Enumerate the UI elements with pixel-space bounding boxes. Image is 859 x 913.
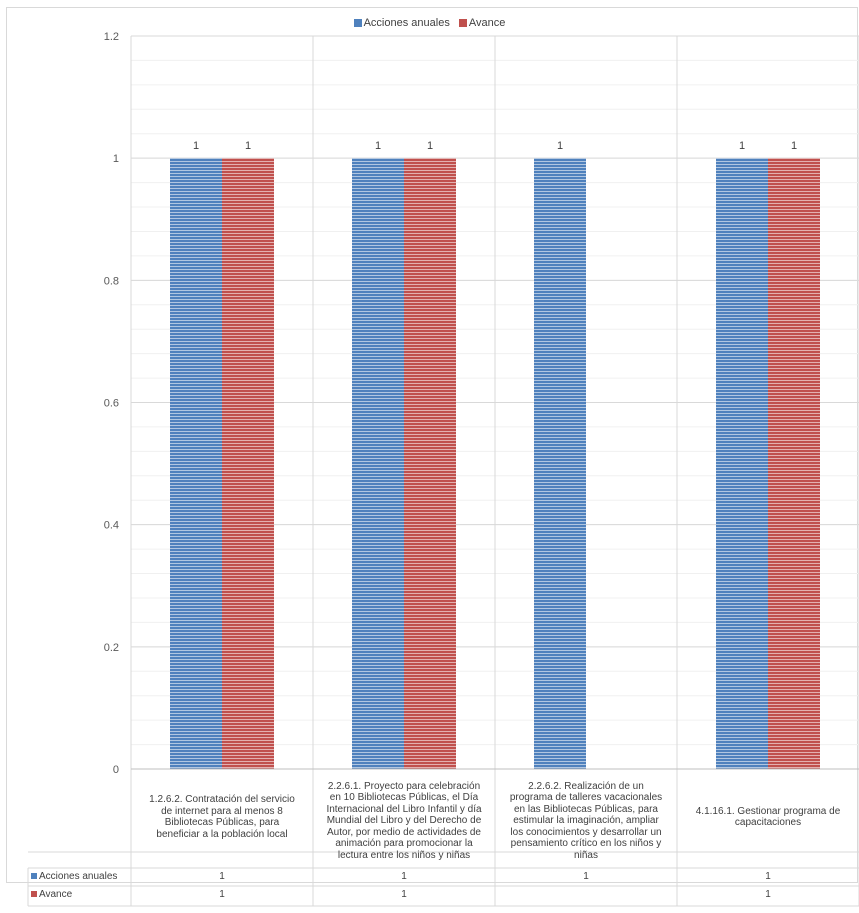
chart-frame — [6, 7, 858, 883]
data-label: 1 — [375, 140, 381, 152]
bar-acciones-anuales — [716, 158, 768, 769]
table-cell: 1 — [219, 871, 225, 882]
table-cell: 1 — [583, 871, 589, 882]
table-cell: 1 — [765, 871, 771, 882]
table-cell: 1 — [401, 871, 407, 882]
x-tick-label-line: Mundial del Libro y del Derecho de — [326, 815, 482, 827]
x-tick-label-line: Bibliotecas Públicas, para — [164, 817, 280, 828]
y-tick-label: 1 — [113, 153, 119, 165]
x-tick-label-line: lectura entre los niños y niñas — [337, 849, 471, 861]
bar-avance — [768, 158, 820, 769]
y-tick-label: 0.2 — [104, 642, 119, 654]
table-cell: 1 — [765, 889, 771, 900]
legend-item-acciones-anuales: Acciones anuales — [353, 17, 450, 29]
bar-acciones-anuales — [170, 158, 222, 769]
x-tick-label-line: niñas — [574, 849, 598, 861]
x-tick-label-line: 2.2.6.2. Realización de un — [528, 780, 644, 792]
y-tick-label: 0.8 — [104, 275, 119, 287]
y-tick-label: 0.6 — [104, 398, 119, 410]
table-row-header: Avance — [29, 886, 72, 903]
legend-label-avance: Avance — [468, 17, 506, 29]
x-tick-label-line: 2.2.6.1. Proyecto para celebración — [327, 780, 481, 792]
data-label: 1 — [427, 140, 433, 152]
table-row-label: Avance — [39, 889, 73, 900]
legend-item-avance: Avance — [458, 17, 506, 29]
x-tick-label-line: en 10 Bibliotecas Públicas, el Día — [329, 792, 479, 804]
x-tick-label-line: programa de talleres vacacionales — [509, 792, 663, 804]
x-tick-label-line: beneficiar a la población local — [156, 828, 288, 840]
legend-swatch-acciones-anuales — [353, 19, 362, 27]
table-cell: 1 — [401, 889, 407, 900]
bar-avance — [222, 158, 274, 769]
table-legend-key — [31, 873, 37, 879]
legend-swatch-avance — [458, 19, 467, 27]
data-label: 1 — [193, 140, 199, 152]
x-tick-label: 4.1.16.1. Gestionar programa de capacitac… — [679, 806, 857, 829]
x-tick-label: 2.2.6.1. Proyecto para celebración en 10 … — [315, 781, 493, 862]
x-tick-label-line: en las Bibliotecas Públicas, para — [514, 803, 658, 815]
x-tick-label-line: capacitaciones — [734, 817, 802, 828]
x-tick-label-line: Autor, por medio de actividades de — [327, 826, 481, 838]
data-label: 1 — [557, 140, 563, 152]
x-tick-label-line: Internacional del Libro Infantil y día — [326, 803, 482, 815]
data-label: 1 — [791, 140, 797, 152]
table-row-label: Acciones anuales — [39, 871, 118, 882]
legend-label-acciones-anuales: Acciones anuales — [363, 17, 450, 29]
x-tick-label-line: 1.2.6.2. Contratación del servicio — [149, 794, 295, 805]
x-tick-label: 2.2.6.2. Realización de un programa de ta… — [497, 781, 675, 862]
x-tick-label-line: estimular la imaginación, ampliar — [513, 815, 659, 827]
data-label: 1 — [739, 140, 745, 152]
x-tick-label-line: animación para promocionar la — [335, 838, 473, 850]
x-tick-label-line: los conocimientos y desarrollar un — [510, 826, 662, 838]
y-tick-label: 1.2 — [104, 31, 119, 43]
table-cell: 1 — [219, 889, 225, 900]
bar-avance — [404, 158, 456, 769]
x-tick-label-line: de internet para al menos 8 — [161, 805, 283, 817]
y-tick-label: 0 — [113, 764, 119, 776]
x-tick-label: 1.2.6.2. Contratación del servicio de int… — [133, 794, 311, 840]
bar-acciones-anuales — [534, 158, 586, 769]
chart-legend: Acciones anuales Avance — [0, 17, 859, 29]
table-row-header: Acciones anuales — [29, 868, 117, 885]
table-legend-key — [31, 891, 37, 897]
x-tick-label-line: pensamiento crítico en los niños y — [510, 838, 662, 850]
bar-acciones-anuales — [352, 158, 404, 769]
x-tick-label-line: 4.1.16.1. Gestionar programa de — [695, 805, 841, 817]
y-tick-label: 0.4 — [104, 520, 119, 532]
data-label: 1 — [245, 140, 251, 152]
